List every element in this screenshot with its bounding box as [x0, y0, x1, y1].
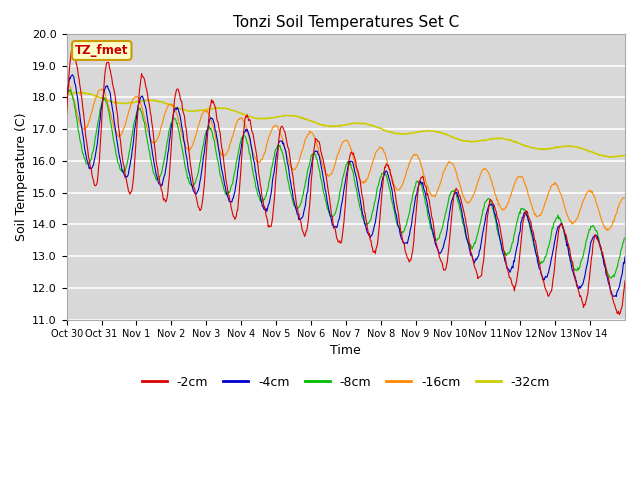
- Text: TZ_fmet: TZ_fmet: [75, 44, 129, 57]
- Y-axis label: Soil Temperature (C): Soil Temperature (C): [15, 113, 28, 241]
- Title: Tonzi Soil Temperatures Set C: Tonzi Soil Temperatures Set C: [233, 15, 459, 30]
- X-axis label: Time: Time: [330, 344, 361, 357]
- Legend: -2cm, -4cm, -8cm, -16cm, -32cm: -2cm, -4cm, -8cm, -16cm, -32cm: [136, 371, 555, 394]
